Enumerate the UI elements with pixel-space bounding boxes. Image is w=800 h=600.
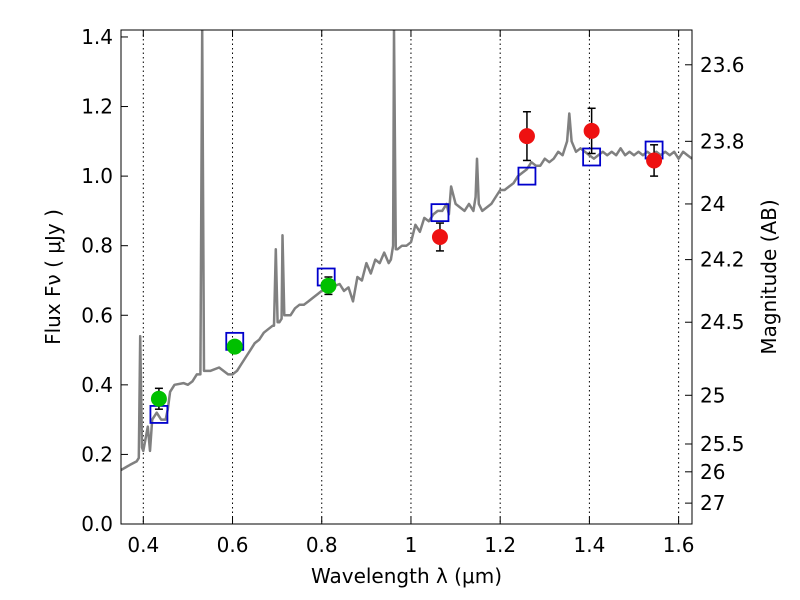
x-tick-label: 1.6	[663, 533, 695, 557]
red-data-point	[646, 152, 663, 169]
y-axis-title: Flux Fν ( μJy )	[41, 209, 65, 345]
right-axis-title: Magnitude (AB)	[757, 199, 781, 354]
y-tick-label: 0.0	[81, 512, 113, 536]
x-axis-title: Wavelength λ (μm)	[311, 564, 502, 588]
spectrum-line	[121, 30, 692, 472]
right-tick-label: 23.8	[700, 129, 745, 153]
y-tick-label: 1.0	[81, 164, 113, 188]
right-tick-label: 24.5	[700, 310, 745, 334]
y-tick-label: 1.4	[81, 25, 113, 49]
y-tick-label: 0.6	[81, 303, 113, 327]
model-square-point	[430, 203, 450, 223]
grid-lines	[142, 30, 680, 524]
spectrum-layer	[121, 30, 692, 472]
right-tick-label: 24	[700, 192, 725, 216]
y-tick-label: 0.8	[81, 234, 113, 258]
x-tick-label: 0.6	[217, 533, 249, 557]
x-tick-label: 0.8	[306, 533, 338, 557]
red-data-point	[583, 122, 600, 139]
green-data-point	[226, 338, 243, 355]
y-tick-label: 0.2	[81, 442, 113, 466]
green-data-point	[320, 277, 337, 294]
y-tick-label: 1.2	[81, 95, 113, 119]
red-data-point	[518, 128, 535, 145]
x-tick-label: 1.4	[573, 533, 605, 557]
ticks-layer: 0.4 0.6 0.8 1 1.2 1.4 1.6 0.0 0.2 0.4 0.6 0.8 1.0 1.2…	[81, 25, 744, 557]
x-tick-label: 1	[405, 533, 418, 557]
right-tick-label: 23.6	[700, 53, 745, 77]
plot-frame	[120, 29, 693, 525]
y-tick-label: 0.4	[81, 373, 113, 397]
x-tick-label: 1.2	[484, 533, 516, 557]
x-tick-label: 0.4	[127, 533, 159, 557]
model-square-point	[517, 166, 537, 186]
red-data-point	[431, 228, 448, 245]
points-layer	[149, 107, 664, 424]
right-tick-label: 27	[700, 491, 725, 515]
right-tick-label: 25	[700, 383, 725, 407]
green-data-point	[150, 390, 167, 407]
right-tick-label: 24.2	[700, 248, 745, 272]
right-tick-label: 26	[700, 460, 725, 484]
right-tick-label: 25.5	[700, 432, 745, 456]
